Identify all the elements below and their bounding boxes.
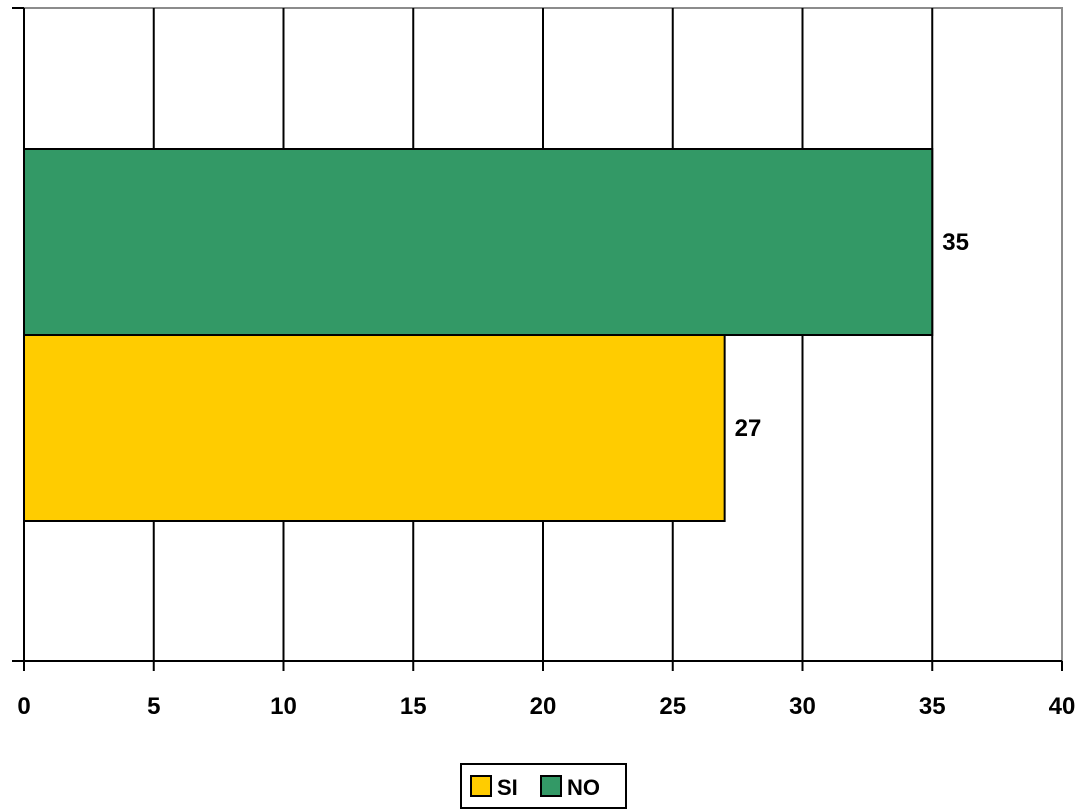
bar-si	[23, 334, 726, 522]
x-tick-label: 20	[530, 693, 557, 720]
x-tick-label: 15	[400, 693, 427, 720]
bar-group	[23, 148, 934, 522]
x-tick-labels: 0 5 10 15 20 25 30 35 40	[17, 693, 1075, 720]
legend-label-si: SI	[497, 775, 518, 800]
data-label-no: 35	[942, 229, 969, 256]
x-tick-label: 5	[147, 693, 160, 720]
x-tick-label: 10	[270, 693, 297, 720]
x-tick-label: 40	[1049, 693, 1076, 720]
x-tick-label: 0	[17, 693, 30, 720]
x-tick-label: 30	[789, 693, 816, 720]
x-tick-label: 25	[659, 693, 686, 720]
x-axis	[12, 7, 1063, 671]
data-labels: 27 35	[735, 229, 969, 442]
data-label-si: 27	[735, 415, 762, 442]
legend-swatch-si	[470, 775, 492, 797]
bar-no	[23, 148, 934, 336]
legend-label-no: NO	[567, 775, 600, 800]
legend: SI NO	[460, 763, 627, 809]
legend-swatch-no	[540, 775, 562, 797]
x-tick-label: 35	[919, 693, 946, 720]
